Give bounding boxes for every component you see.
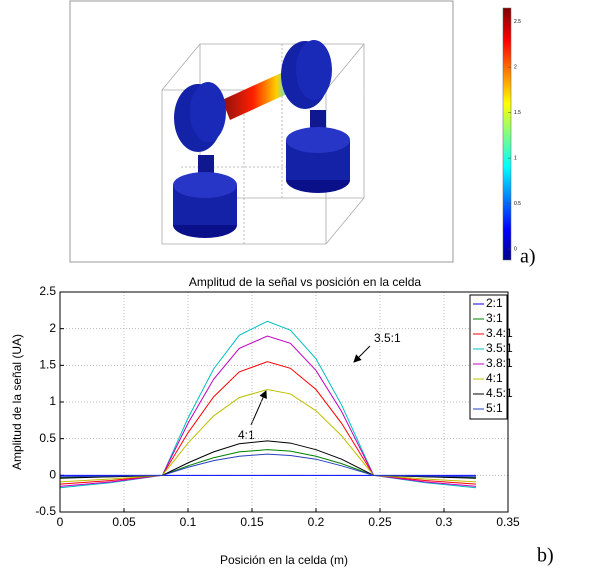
x-tick-label: 0.15 [240, 515, 264, 529]
panel-label: a) [520, 246, 536, 268]
series-line [60, 454, 476, 477]
y-tick-label: -0.5 [35, 504, 56, 518]
y-tick-label: 0 [49, 468, 56, 482]
x-tick-label: 0.3 [436, 515, 453, 529]
legend-label: 3.5:1 [486, 341, 513, 355]
x-tick-label: 0.2 [308, 515, 325, 529]
colorbar-tick-label: 0 [514, 246, 517, 252]
annotation-arrow [251, 391, 266, 425]
colorbar-tick-label: 1 [514, 155, 517, 161]
colorbar-tick-label: 1.5 [514, 110, 521, 116]
series-line [60, 321, 476, 487]
legend-label: 2:1 [486, 296, 503, 310]
legend-label: 3.4:1 [486, 326, 513, 340]
y-tick-label: 0.5 [39, 431, 56, 445]
panel-label: b) [537, 545, 554, 567]
y-axis-label: Amplitud de la señal (UA) [10, 334, 24, 470]
colorbar-tick-label: 0.5 [514, 201, 521, 207]
annotation: 3.5:1 [374, 331, 401, 345]
legend-label: 4.5:1 [486, 386, 513, 400]
series-line [60, 336, 476, 486]
render-3d [70, 1, 453, 262]
colorbar [503, 8, 511, 260]
legend-label: 3.8:1 [486, 356, 513, 370]
annotation-arrow [354, 346, 370, 362]
y-tick-label: 1 [49, 394, 56, 408]
x-tick-label: 0.25 [368, 515, 392, 529]
legend-label: 4:1 [486, 371, 503, 385]
x-tick-label: 0.1 [180, 515, 197, 529]
legend-label: 3:1 [486, 311, 503, 325]
chart-title: Amplitud de la señal vs posición en la c… [189, 275, 421, 289]
colorbar-tick-label: 2.5 [514, 19, 521, 25]
legend-label: 5:1 [486, 401, 503, 415]
x-tick-label: 0.05 [112, 515, 136, 529]
series-line [60, 362, 476, 484]
series-line [60, 441, 476, 478]
figure: a) Amplitud de la señal vs posición en l… [0, 0, 595, 569]
x-axis-label: Posición en la celda (m) [220, 553, 348, 567]
y-tick-label: 1.5 [39, 358, 56, 372]
colorbar-tick-label: 2 [514, 64, 517, 70]
x-tick-label: 0 [57, 515, 64, 529]
series-line [60, 390, 476, 482]
x-tick-label: 0.35 [496, 515, 520, 529]
y-tick-label: 2 [49, 321, 56, 335]
y-tick-label: 2.5 [39, 284, 56, 298]
